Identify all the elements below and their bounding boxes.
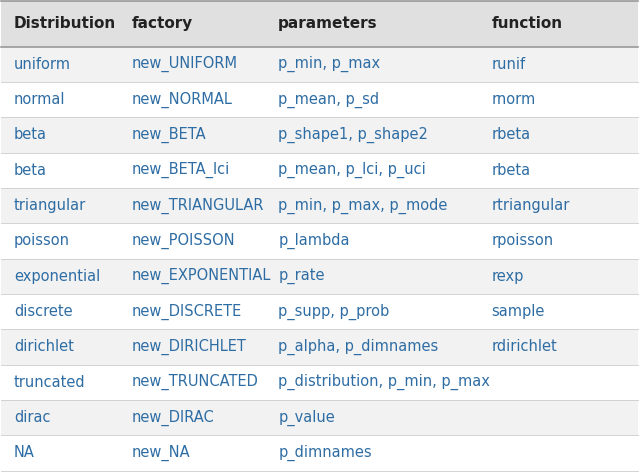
Text: rpoisson: rpoisson: [491, 234, 553, 248]
Text: new_BETA_lci: new_BETA_lci: [132, 162, 230, 178]
Bar: [1, 294, 638, 329]
Text: runif: runif: [491, 57, 525, 72]
Bar: [1, 1, 638, 47]
Text: beta: beta: [14, 163, 47, 178]
Text: normal: normal: [14, 92, 66, 107]
Bar: [1, 223, 638, 259]
Text: new_POISSON: new_POISSON: [132, 233, 235, 249]
Bar: [1, 259, 638, 294]
Bar: [1, 152, 638, 188]
Bar: [1, 47, 638, 82]
Text: p_min, p_max: p_min, p_max: [278, 56, 380, 72]
Text: beta: beta: [14, 127, 47, 143]
Text: rexp: rexp: [491, 269, 523, 284]
Bar: [1, 329, 638, 364]
Text: p_mean, p_lci, p_uci: p_mean, p_lci, p_uci: [278, 162, 426, 178]
Text: p_shape1, p_shape2: p_shape1, p_shape2: [278, 127, 428, 143]
Bar: [1, 117, 638, 152]
Text: uniform: uniform: [14, 57, 71, 72]
Text: exponential: exponential: [14, 269, 100, 284]
Text: discrete: discrete: [14, 304, 73, 319]
Text: p_value: p_value: [278, 410, 335, 426]
Text: p_rate: p_rate: [278, 269, 325, 284]
Bar: [1, 400, 638, 435]
Text: new_BETA: new_BETA: [132, 127, 206, 143]
Text: new_EXPONENTIAL: new_EXPONENTIAL: [132, 268, 271, 284]
Bar: [1, 82, 638, 117]
Text: new_DISCRETE: new_DISCRETE: [132, 303, 242, 320]
Text: truncated: truncated: [14, 375, 86, 390]
Bar: [1, 188, 638, 223]
Text: p_supp, p_prob: p_supp, p_prob: [278, 303, 389, 320]
Text: function: function: [491, 17, 562, 32]
Text: rnorm: rnorm: [491, 92, 535, 107]
Text: rbeta: rbeta: [491, 163, 530, 178]
Text: new_TRUNCATED: new_TRUNCATED: [132, 374, 259, 390]
Text: new_DIRICHLET: new_DIRICHLET: [132, 339, 247, 355]
Text: parameters: parameters: [278, 17, 378, 32]
Text: new_UNIFORM: new_UNIFORM: [132, 56, 238, 72]
Text: new_TRIANGULAR: new_TRIANGULAR: [132, 197, 265, 214]
Bar: [1, 364, 638, 400]
Text: new_NORMAL: new_NORMAL: [132, 92, 233, 108]
Text: p_min, p_max, p_mode: p_min, p_max, p_mode: [278, 197, 447, 214]
Bar: [1, 435, 638, 471]
Text: rdirichlet: rdirichlet: [491, 339, 557, 354]
Text: dirichlet: dirichlet: [14, 339, 74, 354]
Text: p_dimnames: p_dimnames: [278, 445, 372, 461]
Text: dirac: dirac: [14, 410, 50, 425]
Text: sample: sample: [491, 304, 544, 319]
Text: new_NA: new_NA: [132, 445, 190, 461]
Text: rbeta: rbeta: [491, 127, 530, 143]
Text: triangular: triangular: [14, 198, 86, 213]
Text: p_distribution, p_min, p_max: p_distribution, p_min, p_max: [278, 374, 490, 390]
Text: p_mean, p_sd: p_mean, p_sd: [278, 92, 380, 108]
Text: poisson: poisson: [14, 234, 70, 248]
Text: Distribution: Distribution: [14, 17, 116, 32]
Text: factory: factory: [132, 17, 193, 32]
Text: NA: NA: [14, 446, 35, 461]
Text: new_DIRAC: new_DIRAC: [132, 410, 215, 426]
Text: rtriangular: rtriangular: [491, 198, 569, 213]
Text: p_lambda: p_lambda: [278, 233, 350, 249]
Text: p_alpha, p_dimnames: p_alpha, p_dimnames: [278, 339, 438, 355]
